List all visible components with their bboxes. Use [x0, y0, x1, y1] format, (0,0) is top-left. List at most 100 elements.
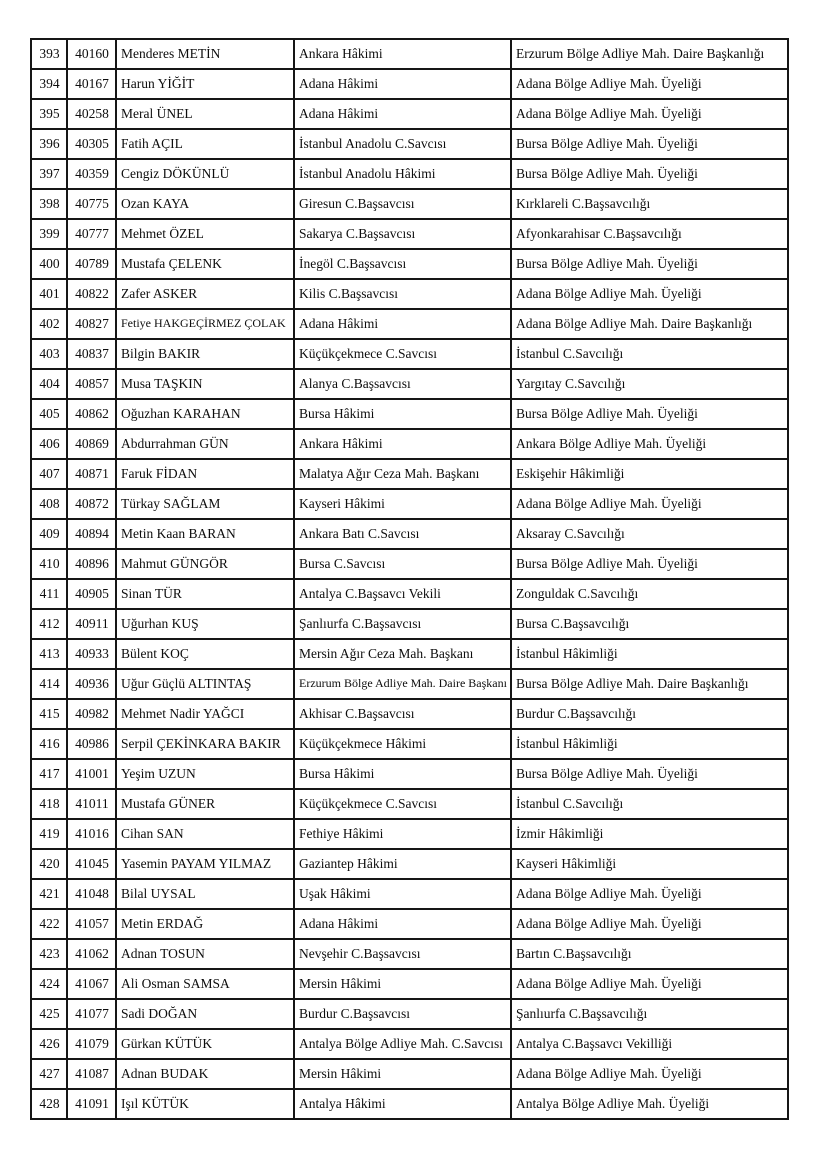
cell-registry-number: 40872	[66, 488, 117, 520]
cell-name: Fatih AÇIL	[115, 128, 295, 160]
table-row: 400 40789 Mustafa ÇELENK İnegöl C.Başsav…	[30, 248, 789, 280]
cell-new-assignment: Bartın C.Başsavcılığı	[510, 938, 789, 970]
cell-new-assignment: Adana Bölge Adliye Mah. Üyeliği	[510, 878, 789, 910]
cell-name: Menderes METİN	[115, 38, 295, 70]
table-row: 427 41087 Adnan BUDAK Mersin Hâkimi Adan…	[30, 1058, 789, 1090]
cell-name: Mustafa ÇELENK	[115, 248, 295, 280]
cell-current-title: Küçükçekmece C.Savcısı	[293, 338, 512, 370]
cell-current-title: Uşak Hâkimi	[293, 878, 512, 910]
cell-new-assignment: İstanbul Hâkimliği	[510, 728, 789, 760]
cell-new-assignment: Adana Bölge Adliye Mah. Üyeliği	[510, 488, 789, 520]
cell-name: Sinan TÜR	[115, 578, 295, 610]
cell-current-title: Giresun C.Başsavcısı	[293, 188, 512, 220]
table-row: 428 41091 Işıl KÜTÜK Antalya Hâkimi Anta…	[30, 1088, 789, 1120]
table-row: 416 40986 Serpil ÇEKİNKARA BAKIR Küçükçe…	[30, 728, 789, 760]
cell-current-title: Akhisar C.Başsavcısı	[293, 698, 512, 730]
cell-sequence-number: 424	[30, 968, 68, 1000]
table-row: 411 40905 Sinan TÜR Antalya C.Başsavcı V…	[30, 578, 789, 610]
cell-sequence-number: 427	[30, 1058, 68, 1090]
table-row: 414 40936 Uğur Güçlü ALTINTAŞ Erzurum Bö…	[30, 668, 789, 700]
cell-current-title: Sakarya C.Başsavcısı	[293, 218, 512, 250]
cell-new-assignment: Kırklareli C.Başsavcılığı	[510, 188, 789, 220]
cell-registry-number: 40982	[66, 698, 117, 730]
table-row: 403 40837 Bilgin BAKIR Küçükçekmece C.Sa…	[30, 338, 789, 370]
cell-name: Yeşim UZUN	[115, 758, 295, 790]
cell-registry-number: 41045	[66, 848, 117, 880]
cell-registry-number: 41011	[66, 788, 117, 820]
cell-name: Faruk FİDAN	[115, 458, 295, 490]
cell-name: Cengiz DÖKÜNLÜ	[115, 158, 295, 190]
cell-current-title: Mersin Ağır Ceza Mah. Başkanı	[293, 638, 512, 670]
cell-name: Mehmet Nadir YAĞCI	[115, 698, 295, 730]
cell-name: Ozan KAYA	[115, 188, 295, 220]
table-row: 402 40827 Fetiye HAKGEÇİRMEZ ÇOLAK Adana…	[30, 308, 789, 340]
table-row: 395 40258 Meral ÜNEL Adana Hâkimi Adana …	[30, 98, 789, 130]
cell-sequence-number: 414	[30, 668, 68, 700]
cell-new-assignment: Antalya C.Başsavcı Vekilliği	[510, 1028, 789, 1060]
cell-current-title: Nevşehir C.Başsavcısı	[293, 938, 512, 970]
cell-registry-number: 40933	[66, 638, 117, 670]
cell-registry-number: 40827	[66, 308, 117, 340]
cell-current-title: Erzurum Bölge Adliye Mah. Daire Başkanı	[293, 668, 512, 700]
cell-registry-number: 40822	[66, 278, 117, 310]
cell-sequence-number: 423	[30, 938, 68, 970]
cell-current-title: Küçükçekmece Hâkimi	[293, 728, 512, 760]
cell-current-title: Fethiye Hâkimi	[293, 818, 512, 850]
cell-name: Musa TAŞKIN	[115, 368, 295, 400]
cell-new-assignment: Afyonkarahisar C.Başsavcılığı	[510, 218, 789, 250]
cell-sequence-number: 425	[30, 998, 68, 1030]
cell-name: Sadi DOĞAN	[115, 998, 295, 1030]
cell-name: Bilgin BAKIR	[115, 338, 295, 370]
cell-new-assignment: Adana Bölge Adliye Mah. Üyeliği	[510, 968, 789, 1000]
cell-current-title: Adana Hâkimi	[293, 98, 512, 130]
cell-current-title: Gaziantep Hâkimi	[293, 848, 512, 880]
cell-registry-number: 40258	[66, 98, 117, 130]
cell-new-assignment: Bursa Bölge Adliye Mah. Üyeliği	[510, 398, 789, 430]
cell-name: Adnan BUDAK	[115, 1058, 295, 1090]
cell-current-title: Bursa Hâkimi	[293, 398, 512, 430]
cell-current-title: İstanbul Anadolu C.Savcısı	[293, 128, 512, 160]
cell-current-title: Mersin Hâkimi	[293, 1058, 512, 1090]
cell-sequence-number: 403	[30, 338, 68, 370]
cell-sequence-number: 420	[30, 848, 68, 880]
cell-current-title: Ankara Hâkimi	[293, 428, 512, 460]
cell-registry-number: 41001	[66, 758, 117, 790]
cell-registry-number: 40862	[66, 398, 117, 430]
cell-new-assignment: Antalya Bölge Adliye Mah. Üyeliği	[510, 1088, 789, 1120]
cell-sequence-number: 404	[30, 368, 68, 400]
cell-registry-number: 41091	[66, 1088, 117, 1120]
cell-current-title: Mersin Hâkimi	[293, 968, 512, 1000]
table-row: 401 40822 Zafer ASKER Kilis C.Başsavcısı…	[30, 278, 789, 310]
cell-registry-number: 40777	[66, 218, 117, 250]
table-row: 415 40982 Mehmet Nadir YAĞCI Akhisar C.B…	[30, 698, 789, 730]
cell-name: Harun YİĞİT	[115, 68, 295, 100]
cell-sequence-number: 405	[30, 398, 68, 430]
cell-current-title: Şanlıurfa C.Başsavcısı	[293, 608, 512, 640]
cell-registry-number: 40305	[66, 128, 117, 160]
table-row: 408 40872 Türkay SAĞLAM Kayseri Hâkimi A…	[30, 488, 789, 520]
assignment-table: 393 40160 Menderes METİN Ankara Hâkimi E…	[30, 38, 789, 1120]
cell-sequence-number: 428	[30, 1088, 68, 1120]
cell-registry-number: 40837	[66, 338, 117, 370]
table-row: 406 40869 Abdurrahman GÜN Ankara Hâkimi …	[30, 428, 789, 460]
cell-current-title: Antalya Bölge Adliye Mah. C.Savcısı	[293, 1028, 512, 1060]
table-row: 417 41001 Yeşim UZUN Bursa Hâkimi Bursa …	[30, 758, 789, 790]
cell-sequence-number: 408	[30, 488, 68, 520]
cell-current-title: Bursa Hâkimi	[293, 758, 512, 790]
cell-sequence-number: 419	[30, 818, 68, 850]
table-row: 404 40857 Musa TAŞKIN Alanya C.Başsavcıs…	[30, 368, 789, 400]
table-row: 425 41077 Sadi DOĞAN Burdur C.Başsavcısı…	[30, 998, 789, 1030]
cell-current-title: Antalya Hâkimi	[293, 1088, 512, 1120]
cell-new-assignment: Burdur C.Başsavcılığı	[510, 698, 789, 730]
cell-sequence-number: 412	[30, 608, 68, 640]
cell-current-title: Kilis C.Başsavcısı	[293, 278, 512, 310]
cell-name: Gürkan KÜTÜK	[115, 1028, 295, 1060]
cell-name: Metin ERDAĞ	[115, 908, 295, 940]
cell-name: Abdurrahman GÜN	[115, 428, 295, 460]
cell-registry-number: 40869	[66, 428, 117, 460]
cell-sequence-number: 398	[30, 188, 68, 220]
cell-name: Adnan TOSUN	[115, 938, 295, 970]
table-row: 422 41057 Metin ERDAĞ Adana Hâkimi Adana…	[30, 908, 789, 940]
cell-new-assignment: Bursa Bölge Adliye Mah. Daire Başkanlığı	[510, 668, 789, 700]
cell-registry-number: 41057	[66, 908, 117, 940]
